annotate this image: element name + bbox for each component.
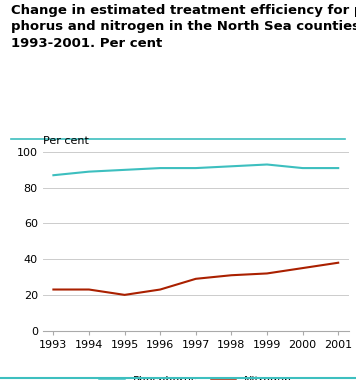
Text: Per cent: Per cent xyxy=(43,136,89,146)
Legend: Phosphorus, Nitrogen: Phosphorus, Nitrogen xyxy=(95,372,297,380)
Text: Change in estimated treatment efficiency for phos-
phorus and nitrogen in the No: Change in estimated treatment efficiency… xyxy=(11,4,356,50)
